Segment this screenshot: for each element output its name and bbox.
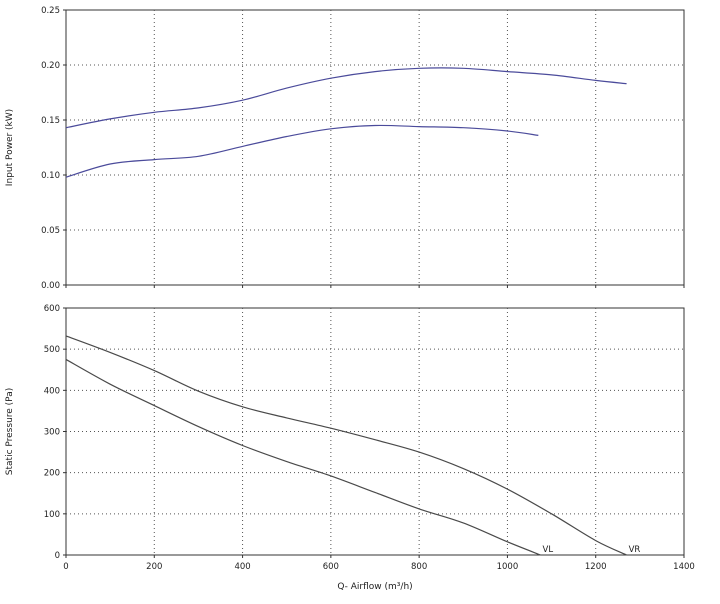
- x-axis-title: Q- Airflow (m³/h): [337, 582, 412, 592]
- x-tick-label: 800: [411, 562, 427, 572]
- y-tick-label: 600: [44, 304, 60, 314]
- input-power-plot: 0.00 0.05 0.10 0.15 0.20 0.25 Input Power (kW): [5, 6, 685, 291]
- series-label-vr: VR: [629, 545, 641, 555]
- x-tick-label: 600: [323, 562, 339, 572]
- y-tick-label: 0.05: [41, 226, 60, 236]
- y-tick-label: 0.15: [41, 116, 60, 126]
- y-tick-label: 0.25: [41, 6, 60, 16]
- y-tick-label: 0.00: [41, 281, 60, 291]
- x-tick-label: 1400: [673, 562, 695, 572]
- y-tick-label: 0.20: [41, 61, 60, 71]
- series-line-vr: [65, 335, 627, 556]
- y-tick-label: 300: [44, 428, 60, 438]
- series-line-2: [65, 124, 539, 178]
- series-line-vl: [65, 358, 541, 556]
- y-axis-title: Input Power (kW): [5, 109, 15, 186]
- static-pressure-plot: 0 200 400 600 800 1000 1200 1400 0 100 200 300 400 50…: [5, 304, 695, 592]
- series-label-vl: VL: [543, 545, 554, 555]
- y-tick-label: 0: [55, 551, 60, 561]
- y-tick-label: 500: [44, 345, 60, 355]
- y-tick-label: 0.10: [41, 171, 60, 181]
- y-axis-title: Static Pressure (Pa): [5, 388, 15, 475]
- x-tick-label: 200: [146, 562, 162, 572]
- y-tick-label: 200: [44, 469, 60, 479]
- x-tick-label: 0: [63, 562, 68, 572]
- x-tick-label: 1200: [585, 562, 607, 572]
- y-tick-label: 400: [44, 386, 60, 396]
- x-tick-label: 1000: [497, 562, 519, 572]
- x-tick-label: 400: [234, 562, 250, 572]
- plot-frame: [65, 9, 685, 286]
- y-tick-label: 100: [44, 510, 60, 520]
- series-line-1: [65, 67, 627, 129]
